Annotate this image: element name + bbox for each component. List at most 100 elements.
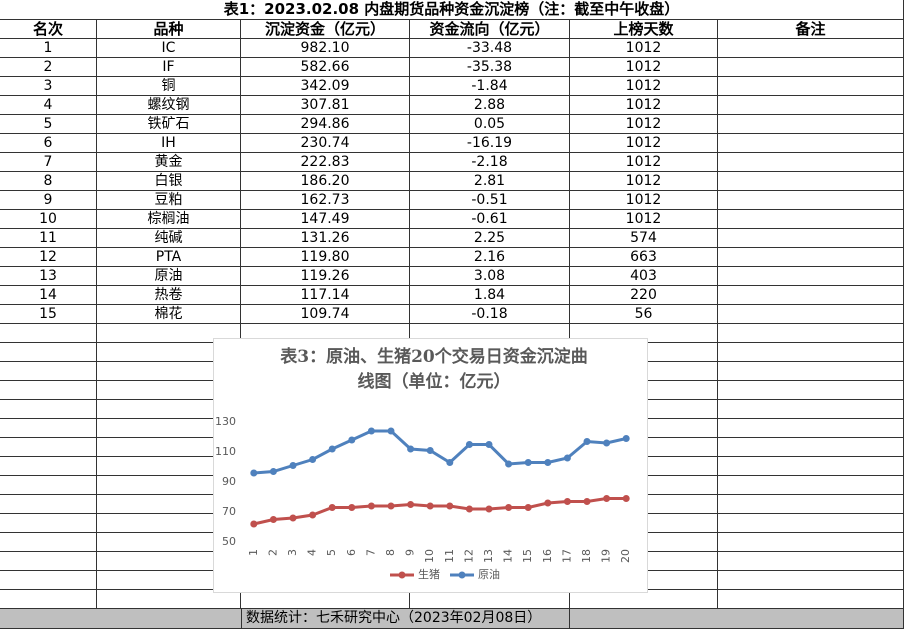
point (583, 498, 591, 505)
x-tick-label: 2 (266, 549, 279, 556)
x-tick-label: 17 (560, 549, 573, 563)
table-cell: 307.81 (241, 96, 410, 115)
chart-title: 表3：原油、生猪20个交易日资金沉淀曲线图（单位：亿元） (280, 347, 588, 392)
table-cell: 1 (0, 39, 97, 58)
header-cell: 沉淀资金（亿元） (241, 20, 410, 39)
empty-cell (0, 590, 97, 609)
table-cell: 5 (0, 115, 97, 134)
point (328, 445, 336, 453)
x-tick-label: 14 (502, 549, 515, 563)
empty-cell (241, 590, 410, 609)
empty-cell (97, 590, 241, 609)
point (269, 468, 277, 475)
empty-cell (410, 590, 570, 609)
x-tick-label: 12 (462, 549, 475, 563)
empty-cell (718, 571, 904, 590)
table-cell: 186.20 (241, 172, 410, 191)
y-tick-label: 70 (222, 505, 236, 518)
table-cell: -33.48 (410, 39, 570, 58)
table-cell: 11 (0, 229, 97, 248)
table-cell: 56 (570, 305, 718, 324)
header-cell: 上榜天数 (570, 20, 718, 39)
point (407, 501, 415, 508)
empty-cell (0, 343, 97, 362)
y-tick-label: 130 (215, 415, 236, 428)
table-cell: 131.26 (241, 229, 410, 248)
table-cell: -1.84 (410, 77, 570, 96)
table-cell: 147.49 (241, 210, 410, 229)
table-cell (718, 286, 904, 305)
table-cell: IF (97, 58, 241, 77)
point (250, 520, 258, 528)
empty-cell (0, 533, 97, 552)
empty-cell (718, 438, 904, 457)
table-cell: 403 (570, 267, 718, 286)
table-cell: 294.86 (241, 115, 410, 134)
table-cell: -0.51 (410, 191, 570, 210)
table-cell: 12 (0, 248, 97, 267)
table-cell: 1012 (570, 96, 718, 115)
header-cell: 名次 (0, 20, 97, 39)
y-tick-label: 90 (222, 475, 236, 488)
table-cell: -35.38 (410, 58, 570, 77)
x-tick-label: 1 (247, 549, 260, 556)
table-cell: 119.80 (241, 248, 410, 267)
point (407, 445, 415, 453)
table-cell: 白银 (97, 172, 241, 191)
table-cell: 3.08 (410, 267, 570, 286)
point (505, 504, 513, 511)
header-cell: 资金流向（亿元） (410, 20, 570, 39)
table-cell: 6 (0, 134, 97, 153)
table-cell: 纯碱 (97, 229, 241, 248)
table-cell: 220 (570, 286, 718, 305)
x-tick-label: 13 (482, 549, 495, 563)
table-cell: 574 (570, 229, 718, 248)
table-cell: 9 (0, 191, 97, 210)
empty-cell (718, 419, 904, 438)
point (544, 459, 552, 466)
table-cell (718, 153, 904, 172)
point (622, 435, 630, 442)
empty-cell (0, 552, 97, 571)
table-cell (718, 77, 904, 96)
table-cell: 2.81 (410, 172, 570, 191)
table-cell: 1012 (570, 134, 718, 153)
table-cell: 1012 (570, 39, 718, 58)
table-cell: -2.18 (410, 153, 570, 172)
empty-cell (0, 514, 97, 533)
empty-cell (718, 495, 904, 514)
point (367, 427, 375, 435)
empty-cell (718, 324, 904, 343)
legend-label: 原油 (478, 567, 500, 581)
legend-label: 生猪 (418, 567, 440, 581)
table-cell: -0.18 (410, 305, 570, 324)
table-cell (718, 172, 904, 191)
point (446, 502, 454, 510)
x-tick-label: 8 (384, 549, 397, 556)
table-cell: 豆粕 (97, 191, 241, 210)
point (505, 460, 513, 468)
x-tick-label: 3 (286, 549, 299, 556)
table-cell: 螺纹钢 (97, 96, 241, 115)
empty-cell (97, 324, 241, 343)
table-cell: 1012 (570, 115, 718, 134)
x-tick-label: 15 (521, 549, 534, 563)
point (485, 441, 493, 448)
point (348, 504, 356, 511)
table-cell: 1012 (570, 210, 718, 229)
point (603, 495, 611, 502)
y-tick-label: 50 (222, 535, 236, 548)
x-tick-label: 5 (325, 549, 338, 556)
table-cell: 2.16 (410, 248, 570, 267)
table-cell: 109.74 (241, 305, 410, 324)
point (524, 504, 532, 511)
table-cell (718, 58, 904, 77)
y-tick-label: 110 (215, 445, 236, 458)
table-cell: 1012 (570, 172, 718, 191)
table-cell: 10 (0, 210, 97, 229)
point (603, 439, 611, 447)
legend-marker (398, 571, 406, 579)
point (250, 469, 258, 477)
empty-cell (0, 400, 97, 419)
